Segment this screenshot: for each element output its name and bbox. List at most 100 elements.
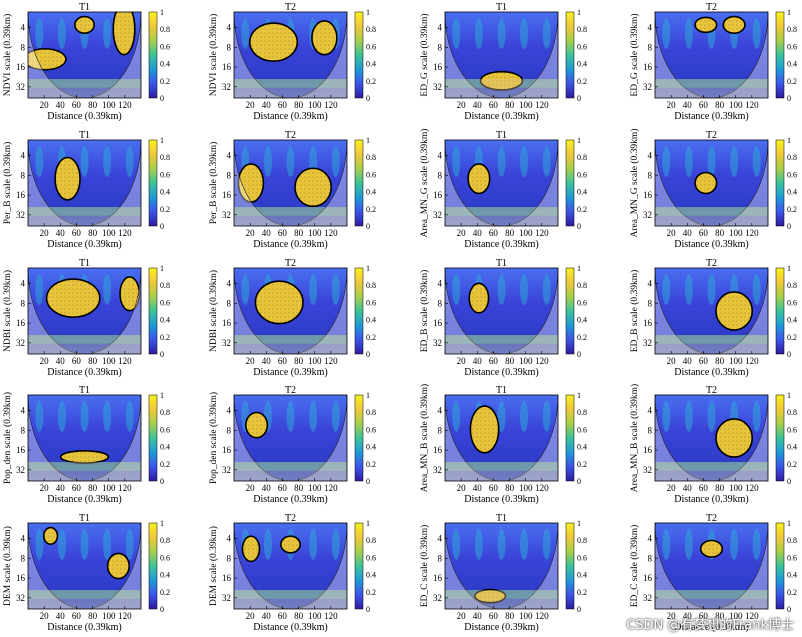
colorbar-tick-label: 0.6 [160, 42, 170, 51]
x-tick-label: 80 [88, 100, 98, 110]
cone-of-influence [28, 268, 141, 354]
colorbar [565, 394, 575, 482]
colorbar-tick-label: 0 [787, 94, 791, 103]
colorbar [775, 394, 785, 482]
x-tick-label: 120 [324, 611, 338, 621]
y-tick-label: 32 [643, 465, 652, 475]
y-tick-label: 16 [16, 573, 26, 583]
colorbar-tick-label: 0.4 [160, 316, 170, 325]
colorbar [354, 139, 364, 227]
x-tick-label: 80 [715, 100, 725, 110]
coherence-panel: T2 20 40 60 80 100 120 4 8 16 32 Distance (0.39km) E… [629, 258, 797, 378]
y-tick-label: 4 [21, 278, 26, 288]
cone-of-influence [28, 140, 141, 226]
x-tick-label: 80 [294, 356, 304, 366]
coherence-panel: T2 20 40 60 80 100 120 4 8 16 32 Distance (0.39km) D… [208, 513, 376, 633]
x-tick-label: 80 [294, 100, 304, 110]
x-axis-label: Distance (0.39km) [253, 367, 327, 378]
y-tick-label: 4 [648, 22, 653, 32]
x-axis-label: Distance (0.39km) [674, 622, 748, 633]
y-axis-label: NDBI scale (0.39km) [2, 270, 13, 352]
y-tick-label: 16 [16, 318, 26, 328]
x-tick-label: 60 [278, 356, 288, 366]
colorbar-tick-label: 0.2 [366, 77, 376, 86]
y-tick-label: 16 [16, 190, 26, 200]
panel-title: T2 [706, 2, 717, 13]
x-axis-label: Distance (0.39km) [253, 622, 327, 633]
y-axis-label: Per_B scale (0.39km) [2, 142, 13, 225]
y-tick-label: 4 [438, 533, 443, 543]
x-tick-label: 20 [40, 611, 50, 621]
colorbar-tick-label: 0.4 [577, 60, 587, 69]
x-tick-label: 80 [715, 483, 725, 493]
y-axis-label: NDBI scale (0.39km) [208, 270, 219, 352]
colorbar-tick-label: 0.2 [787, 77, 797, 86]
colorbar-tick-label: 0 [577, 222, 581, 231]
y-tick-label: 8 [648, 42, 653, 52]
x-axis-label: Distance (0.39km) [47, 494, 121, 505]
y-tick-label: 4 [648, 533, 653, 543]
colorbar-tick-label: 0.2 [366, 205, 376, 214]
y-tick-label: 16 [222, 573, 232, 583]
y-tick-label: 8 [227, 170, 232, 180]
colorbar-tick-label: 1 [577, 136, 581, 145]
colorbar-tick-label: 1 [577, 391, 581, 400]
colorbar-tick-label: 0.8 [366, 25, 376, 34]
x-tick-label: 60 [699, 356, 709, 366]
colorbar-tick-label: 0 [366, 94, 370, 103]
y-tick-label: 8 [438, 298, 443, 308]
y-tick-label: 16 [643, 573, 653, 583]
colorbar-tick-label: 0.4 [577, 316, 587, 325]
colorbar-tick-label: 0.4 [160, 60, 170, 69]
panel-title: T1 [496, 513, 507, 524]
y-tick-label: 4 [21, 22, 26, 32]
x-tick-label: 80 [88, 611, 98, 621]
coherence-panel: T2 20 40 60 80 100 120 4 8 16 32 Distance (0.39km) E… [629, 513, 797, 633]
colorbar-tick-label: 0.2 [160, 205, 170, 214]
coherence-panel: T1 20 40 60 80 100 120 4 8 16 32 Distance (0.39km) D… [2, 513, 170, 633]
y-tick-label: 4 [227, 22, 232, 32]
y-tick-label: 8 [438, 425, 443, 435]
y-tick-label: 16 [433, 445, 443, 455]
x-tick-label: 120 [324, 228, 338, 238]
y-tick-label: 4 [227, 533, 232, 543]
colorbar-tick-label: 0.6 [787, 42, 797, 51]
x-tick-label: 60 [72, 483, 82, 493]
cone-of-influence [28, 395, 141, 481]
x-axis-label: Distance (0.39km) [464, 367, 538, 378]
x-tick-label: 40 [262, 611, 272, 621]
y-axis-label: ED_C scale (0.39km) [629, 525, 640, 608]
colorbar-tick-label: 0.6 [577, 553, 587, 562]
coherence-panel: T1 20 40 60 80 100 120 4 8 16 32 Distance (0.39km) E… [419, 2, 587, 122]
colorbar-tick-label: 0 [577, 94, 581, 103]
x-tick-label: 20 [457, 611, 467, 621]
colorbar [148, 522, 158, 610]
colorbar [565, 267, 575, 355]
y-tick-label: 4 [648, 405, 653, 415]
x-tick-label: 60 [699, 483, 709, 493]
coherence-panel: T2 20 40 60 80 100 120 4 8 16 32 Distance (0.39km) P… [208, 385, 376, 505]
x-tick-label: 40 [473, 228, 483, 238]
colorbar-tick-label: 0.8 [160, 25, 170, 34]
watermark: CSDN @有梦想的Frank博士 [626, 618, 794, 633]
x-tick-label: 20 [667, 611, 677, 621]
x-axis-label: Distance (0.39km) [253, 494, 327, 505]
colorbar-tick-label: 0 [160, 605, 164, 614]
x-tick-label: 40 [262, 100, 272, 110]
x-tick-label: 40 [473, 100, 483, 110]
x-tick-label: 120 [535, 611, 549, 621]
colorbar-tick-label: 0 [787, 605, 791, 614]
y-tick-label: 4 [227, 150, 232, 160]
colorbar-tick-label: 0 [366, 222, 370, 231]
colorbar-tick-label: 0.2 [160, 460, 170, 469]
colorbar-tick-label: 1 [577, 264, 581, 273]
colorbar [565, 522, 575, 610]
panel-title: T1 [79, 2, 90, 13]
x-tick-label: 100 [519, 356, 533, 366]
coherence-panel: T1 20 40 60 80 100 120 4 8 16 32 Distance (0.39km) E… [419, 513, 587, 633]
colorbar-tick-label: 0.2 [577, 205, 587, 214]
panel-title: T1 [79, 513, 90, 524]
x-tick-label: 120 [118, 228, 132, 238]
x-tick-label: 80 [505, 100, 515, 110]
x-tick-label: 100 [308, 228, 322, 238]
